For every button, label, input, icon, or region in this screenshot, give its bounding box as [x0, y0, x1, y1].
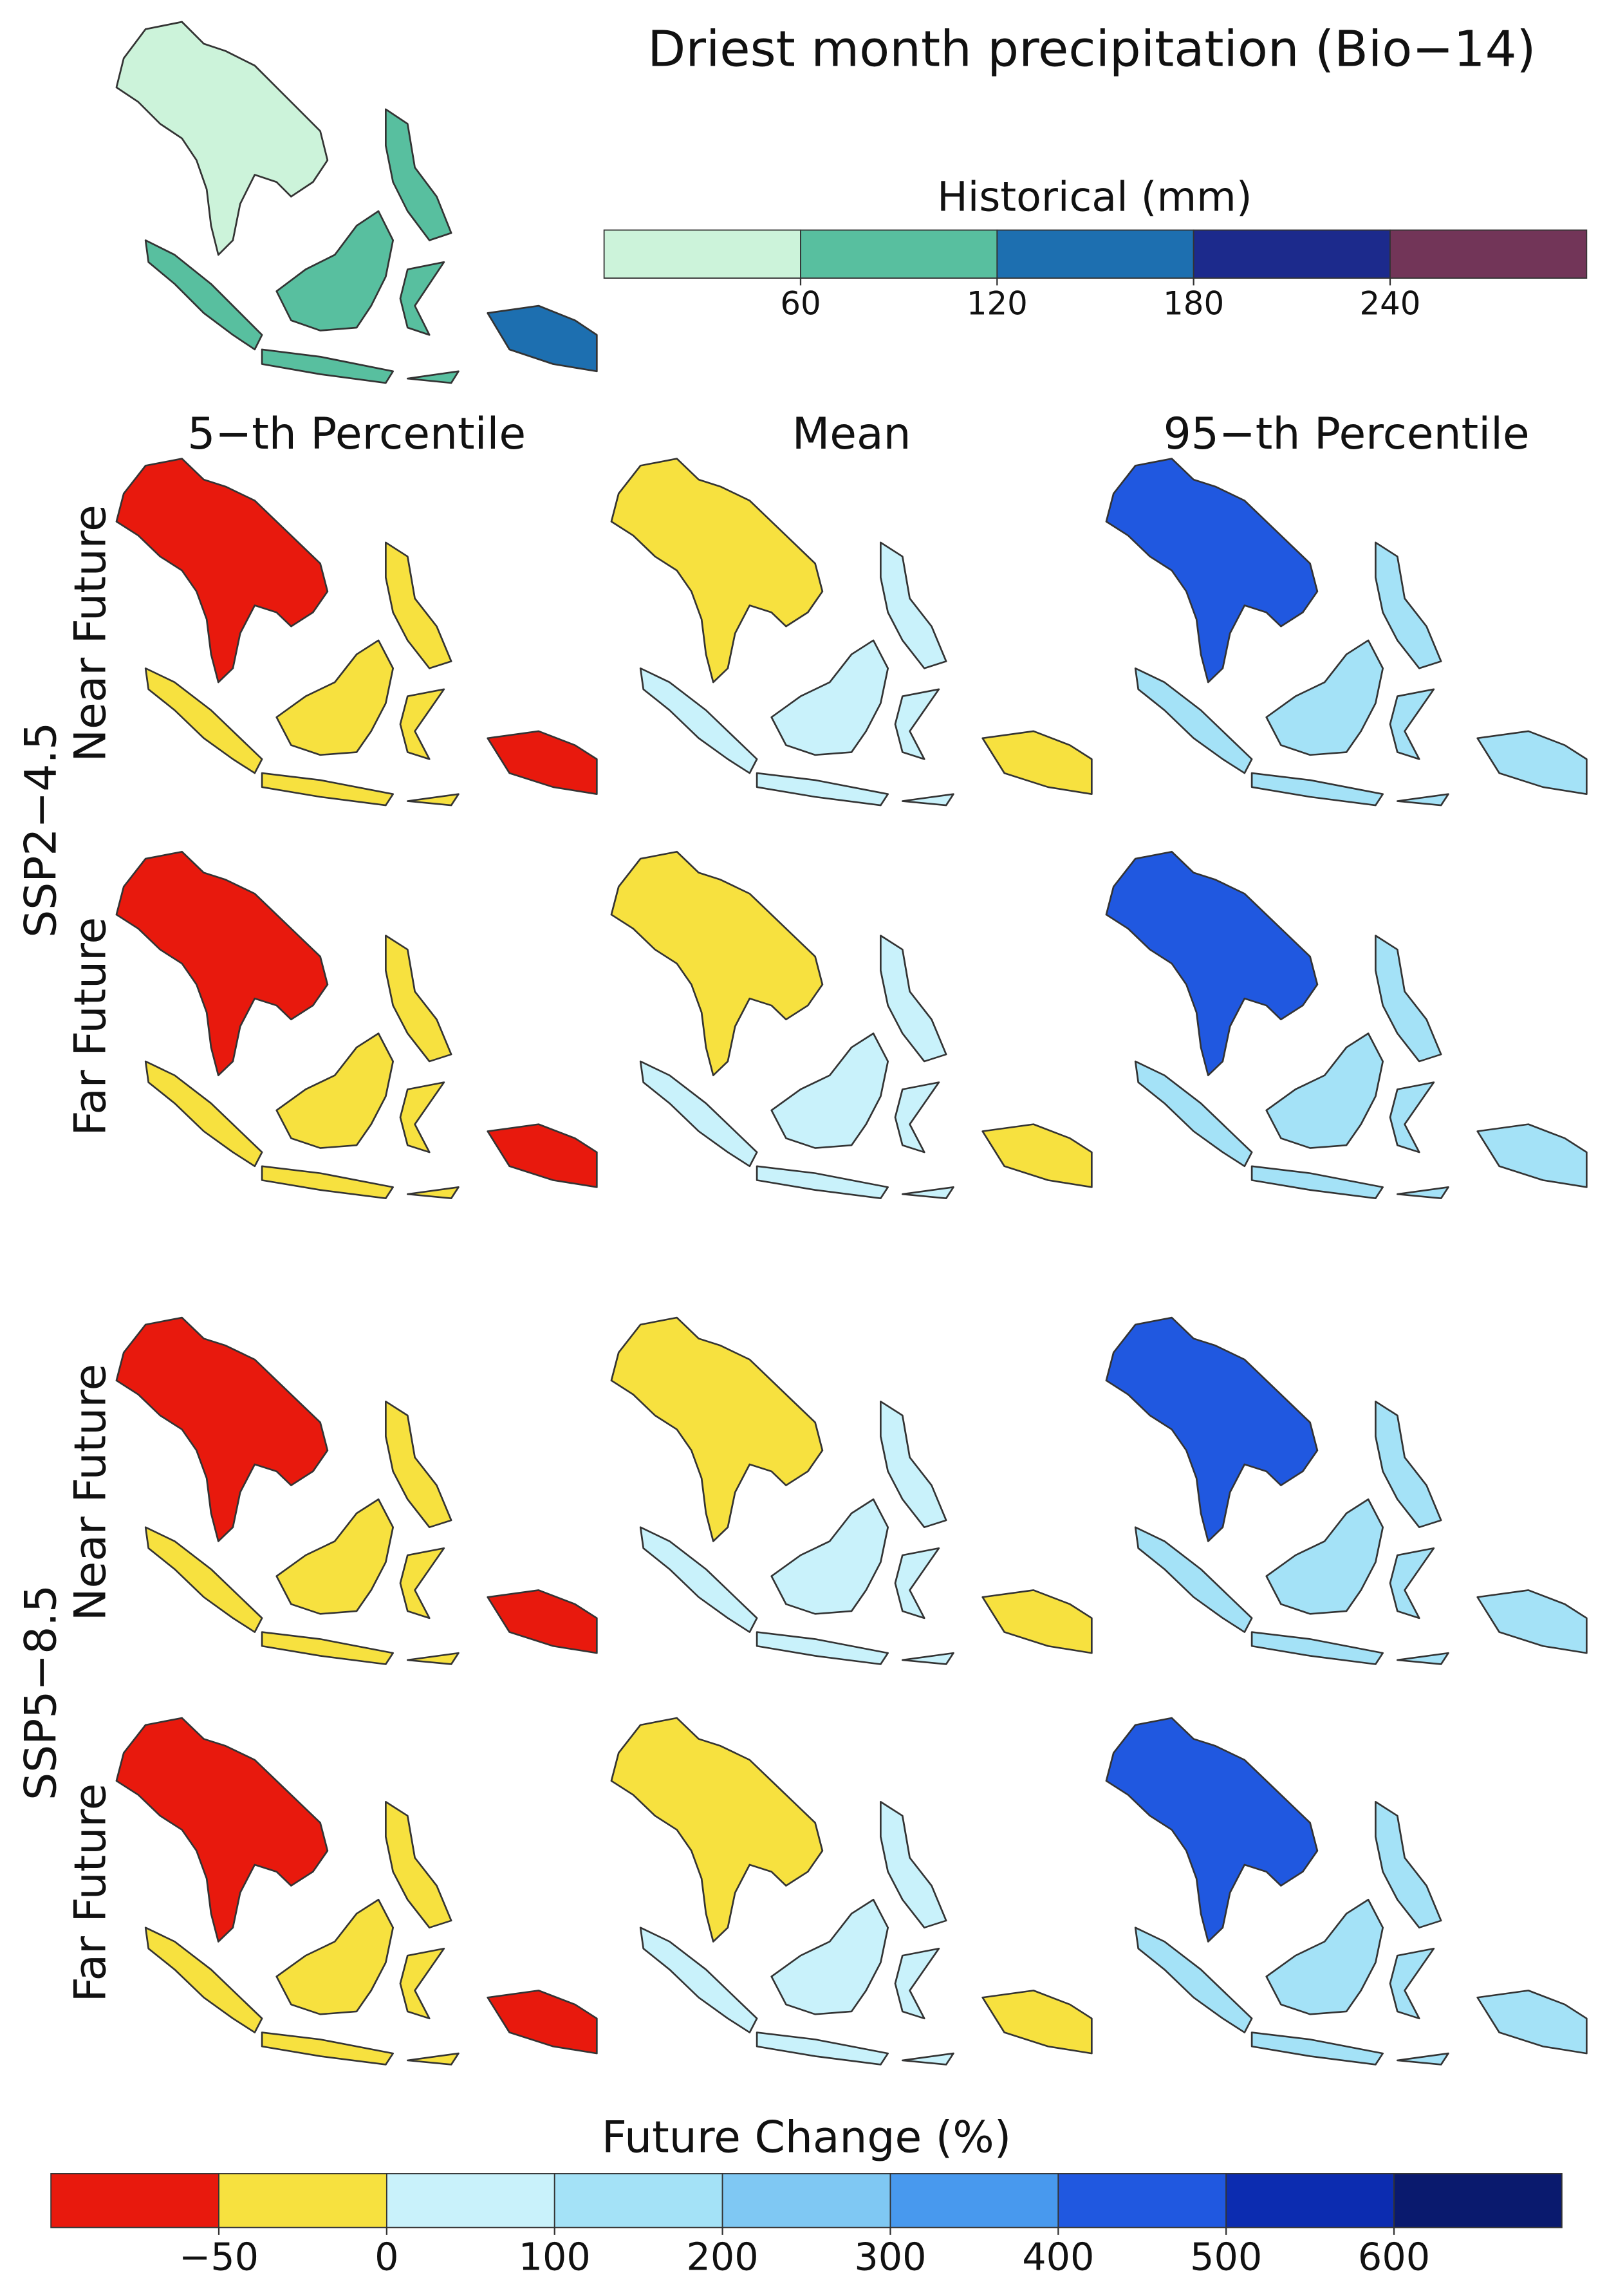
- colorbar-tick-label: 180: [1163, 285, 1224, 322]
- mainland: [115, 21, 329, 256]
- colorbar-bin: [1225, 2173, 1395, 2228]
- map: [1105, 1316, 1588, 1665]
- mainland: [610, 1717, 824, 1943]
- map: [610, 458, 1093, 807]
- map: [610, 1717, 1093, 2066]
- islands: [1134, 935, 1449, 1200]
- mainland: [115, 458, 329, 684]
- new-guinea: [487, 304, 598, 373]
- new-guinea: [1476, 1589, 1588, 1654]
- mainland: [610, 1316, 824, 1542]
- new-guinea: [1476, 1123, 1588, 1188]
- colorbar-tick-label: −50: [179, 2234, 259, 2279]
- map: [1105, 1717, 1588, 2066]
- new-guinea: [981, 1123, 1093, 1188]
- map: [115, 1316, 598, 1665]
- islands: [144, 1400, 460, 1665]
- new-guinea: [487, 1123, 598, 1188]
- colorbar-bin: [218, 2173, 387, 2228]
- mainland: [610, 458, 824, 684]
- future-colorbar-label: Future Change (%): [602, 2112, 1011, 2163]
- colorbar-tick-label: 120: [967, 285, 1028, 322]
- mainland: [1105, 1717, 1319, 1943]
- colorbar-bin: [889, 2173, 1059, 2228]
- islands: [144, 108, 460, 384]
- mainland: [115, 1717, 329, 1943]
- mainland: [115, 850, 329, 1076]
- colorbar-tick-label: 600: [1358, 2234, 1430, 2279]
- column-title: 5−th Percentile: [187, 409, 526, 460]
- mainland: [1105, 458, 1319, 684]
- colorbar-bin: [1057, 2173, 1227, 2228]
- islands: [144, 541, 460, 807]
- new-guinea: [487, 1990, 598, 2055]
- mainland: [1105, 1316, 1319, 1542]
- figure-title: Driest month precipitation (Bio−14): [647, 21, 1536, 78]
- new-guinea: [981, 1589, 1093, 1654]
- map: [115, 1717, 598, 2066]
- colorbar-tick-label: 200: [686, 2234, 758, 2279]
- new-guinea: [1476, 1990, 1588, 2055]
- colorbar-bin: [721, 2173, 891, 2228]
- islands: [1134, 1400, 1449, 1665]
- islands: [144, 1800, 460, 2066]
- row-label: Far Future: [65, 917, 116, 1136]
- colorbar-bin: [996, 229, 1194, 279]
- colorbar-bin: [603, 229, 801, 279]
- column-title: Mean: [792, 409, 911, 460]
- colorbar-tick-label: 100: [519, 2234, 591, 2279]
- islands: [144, 935, 460, 1200]
- colorbar-tick-label: 60: [780, 285, 821, 322]
- new-guinea: [981, 730, 1093, 795]
- colorbar-tick-label: 400: [1022, 2234, 1094, 2279]
- map: [115, 458, 598, 807]
- row-label: Near Future: [65, 1364, 116, 1621]
- colorbar-bin: [1193, 229, 1391, 279]
- new-guinea: [487, 1589, 598, 1654]
- colorbar-bin: [1389, 229, 1588, 279]
- map: [115, 850, 598, 1200]
- mainland: [1105, 850, 1319, 1076]
- new-guinea: [1476, 730, 1588, 795]
- islands: [639, 935, 954, 1200]
- new-guinea: [981, 1990, 1093, 2055]
- mainland: [610, 850, 824, 1076]
- colorbar-tick-label: 300: [854, 2234, 926, 2279]
- row-label: Near Future: [65, 505, 116, 762]
- colorbar-bin: [385, 2173, 555, 2228]
- historical-colorbar-label: Historical (mm): [937, 173, 1252, 221]
- colorbar-bin: [1393, 2173, 1563, 2228]
- colorbar-bin: [553, 2173, 723, 2228]
- scenario-label: SSP5−8.5: [15, 1585, 66, 1800]
- row-label: Far Future: [65, 1783, 116, 2002]
- map: [1105, 850, 1588, 1200]
- map: [1105, 458, 1588, 807]
- islands: [1134, 541, 1449, 807]
- mainland: [115, 1316, 329, 1542]
- colorbar-tick-label: 0: [375, 2234, 398, 2279]
- column-title: 95−th Percentile: [1164, 409, 1530, 460]
- map: [610, 850, 1093, 1200]
- colorbar-bin: [800, 229, 998, 279]
- islands: [639, 1800, 954, 2066]
- islands: [639, 541, 954, 807]
- map: [610, 1316, 1093, 1665]
- map: [115, 21, 598, 384]
- colorbar-tick-label: 240: [1360, 285, 1421, 322]
- colorbar-bin: [50, 2173, 219, 2228]
- new-guinea: [487, 730, 598, 795]
- islands: [1134, 1800, 1449, 2066]
- scenario-label: SSP2−4.5: [15, 722, 66, 938]
- colorbar-tick-label: 500: [1190, 2234, 1262, 2279]
- islands: [639, 1400, 954, 1665]
